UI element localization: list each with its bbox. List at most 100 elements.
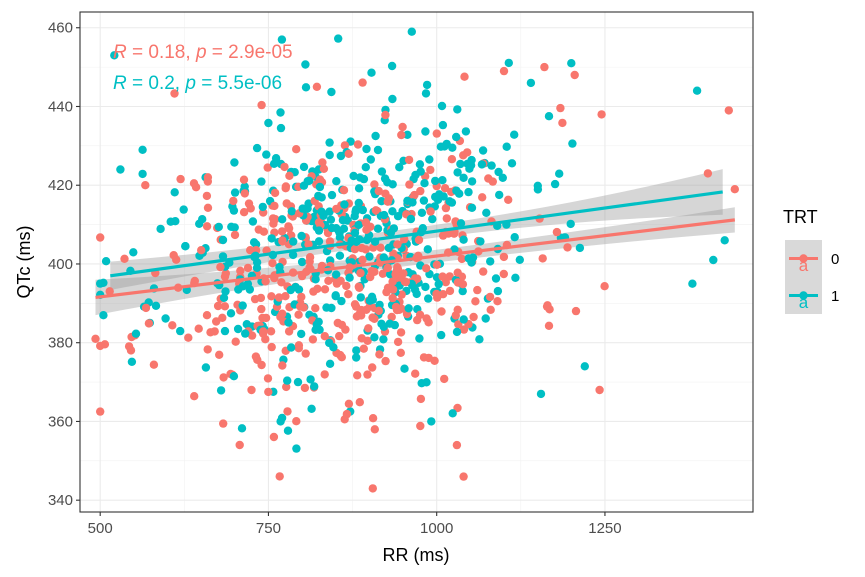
data-point-series-1 (456, 159, 465, 169)
data-point-series-0 (229, 196, 238, 206)
data-point-series-1 (452, 132, 461, 142)
data-point-series-1 (379, 335, 388, 344)
data-point-series-1 (482, 208, 491, 217)
data-point-series-0 (332, 204, 341, 214)
data-point-series-0 (485, 292, 495, 302)
data-point-series-1 (377, 197, 386, 206)
data-point-series-0 (454, 320, 463, 329)
y-tick-label: 400 (48, 256, 73, 273)
data-point-series-1 (371, 131, 380, 141)
data-point-series-1 (365, 252, 374, 261)
data-point-series-0 (538, 254, 547, 263)
data-point-series-1 (131, 329, 141, 338)
data-point-series-1 (248, 217, 258, 226)
data-point-series-1 (99, 278, 108, 287)
data-point-series-0 (149, 360, 159, 369)
data-point-series-0 (544, 321, 554, 330)
data-point-series-1 (354, 198, 363, 208)
x-tick-label: 750 (256, 520, 281, 537)
data-point-series-1 (445, 197, 454, 206)
data-point-series-1 (332, 270, 341, 279)
data-point-series-1 (419, 196, 429, 205)
data-points (91, 27, 739, 493)
data-point-series-0 (335, 331, 344, 341)
data-point-series-1 (544, 112, 554, 121)
data-point-series-0 (570, 70, 579, 80)
data-point-series-0 (277, 278, 286, 287)
data-point-series-0 (120, 254, 129, 263)
data-point-series-1 (425, 155, 434, 164)
legend-key-0-glyph: a (799, 256, 809, 275)
data-point-series-1 (373, 145, 383, 155)
data-point-series-1 (466, 161, 476, 170)
data-point-series-0 (270, 201, 279, 211)
data-point-series-0 (703, 169, 713, 178)
legend-key-0-point (799, 254, 808, 263)
data-point-series-1 (453, 105, 462, 114)
data-point-series-0 (426, 207, 435, 216)
data-point-series-0 (311, 304, 320, 313)
data-point-series-1 (431, 176, 440, 186)
data-point-series-0 (366, 272, 375, 282)
data-point-series-1 (325, 150, 334, 160)
data-point-series-0 (218, 313, 227, 322)
annotation-r-label-1: R (113, 73, 127, 94)
data-point-series-0 (376, 243, 385, 252)
data-point-series-1 (110, 51, 119, 60)
data-point-series-1 (526, 78, 536, 88)
data-point-series-0 (190, 392, 199, 401)
data-point-series-1 (709, 255, 718, 265)
data-point-series-0 (358, 78, 367, 87)
data-point-series-1 (267, 234, 276, 243)
data-point-series-1 (379, 253, 388, 262)
data-point-series-1 (406, 214, 416, 224)
data-point-series-1 (515, 255, 524, 264)
legend: TRT a 0 a 1 (783, 207, 839, 314)
data-point-series-1 (277, 35, 287, 44)
data-point-series-1 (487, 161, 496, 170)
data-point-series-1 (388, 94, 397, 104)
data-point-series-1 (276, 417, 285, 426)
data-point-series-1 (420, 179, 429, 188)
data-point-series-1 (230, 188, 240, 197)
data-point-series-0 (363, 370, 372, 379)
data-point-series-0 (259, 227, 269, 236)
data-point-series-0 (357, 334, 366, 343)
data-point-series-1 (226, 309, 236, 318)
data-point-series-1 (440, 142, 449, 151)
data-point-series-0 (336, 276, 345, 285)
data-point-series-0 (301, 349, 310, 358)
data-point-series-0 (504, 195, 513, 204)
data-point-series-0 (730, 185, 739, 194)
annotation-r-label-0: R (113, 42, 127, 63)
data-point-series-0 (141, 181, 150, 190)
data-point-series-0 (240, 189, 249, 198)
data-point-series-1 (176, 326, 185, 336)
data-point-series-1 (459, 235, 468, 244)
data-point-series-0 (396, 328, 406, 337)
data-point-series-0 (397, 130, 406, 140)
data-point-series-1 (350, 228, 360, 238)
data-point-series-0 (280, 162, 289, 172)
data-point-series-1 (116, 165, 125, 174)
data-point-series-0 (350, 245, 360, 254)
data-point-series-1 (434, 279, 443, 289)
data-point-series-0 (284, 222, 293, 231)
data-point-series-1 (567, 59, 576, 68)
data-point-series-1 (452, 327, 462, 337)
data-point-series-1 (450, 245, 459, 254)
data-point-series-0 (368, 414, 378, 423)
data-point-series-1 (306, 375, 315, 384)
data-point-series-0 (442, 214, 451, 223)
data-point-series-0 (374, 186, 383, 196)
data-point-series-0 (458, 280, 468, 289)
data-point-series-0 (381, 356, 390, 366)
data-point-series-0 (447, 155, 457, 164)
legend-key-1-point (799, 291, 808, 300)
annotation-r-value-0: = 0.18, (127, 42, 196, 63)
data-point-series-0 (362, 305, 371, 314)
data-point-series-1 (299, 162, 309, 172)
data-point-series-0 (216, 262, 225, 272)
data-point-series-0 (355, 398, 364, 407)
